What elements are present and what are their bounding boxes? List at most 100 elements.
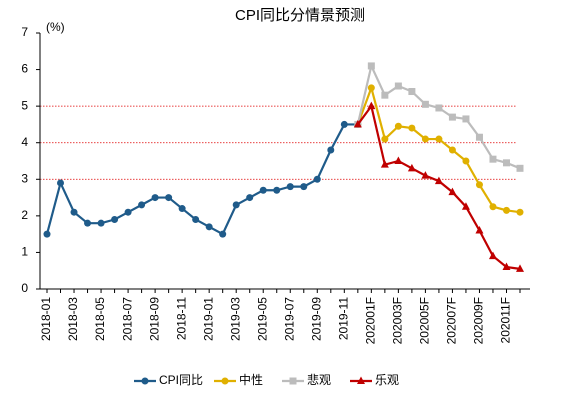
marker [221,377,229,385]
marker [475,133,483,141]
marker [421,171,430,179]
marker [192,216,200,224]
marker [381,135,389,143]
x-tick-label: 2018-07 [120,297,134,341]
marker [232,201,240,209]
x-tick-label: 2019-01 [201,297,215,341]
marker [327,146,335,154]
x-tick-label: 2019-11 [336,297,350,340]
marker [165,194,173,202]
legend-item: 中性 [214,372,263,387]
y-tick-label: 0 [21,281,28,295]
marker [367,62,375,70]
x-tick-label: 202007F [445,297,459,344]
marker [381,91,389,99]
marker [462,115,470,123]
marker [475,181,483,189]
chart-title: CPI同比分情景预测 [235,7,365,24]
marker [289,377,297,385]
legend-label: 中性 [239,372,263,387]
marker [408,88,416,96]
marker [435,135,443,143]
marker [367,84,375,92]
marker [394,122,402,130]
x-tick-label: 202003F [391,297,405,344]
marker [124,208,132,216]
marker [340,120,348,128]
marker [475,225,484,234]
marker [462,157,470,165]
legend-label: 乐观 [375,373,399,387]
legend-item: 乐观 [350,373,399,387]
marker [488,251,497,260]
marker [380,160,389,168]
y-tick-label: 7 [21,25,28,39]
marker [141,377,149,385]
y-tick-label: 3 [21,171,28,185]
marker [408,124,416,132]
y-tick-label: 1 [21,245,28,259]
marker [111,216,119,224]
marker [489,203,497,211]
legend-label: CPI同比 [159,373,203,387]
marker [286,183,294,191]
marker [516,164,524,172]
marker [246,194,254,202]
marker [502,206,510,214]
legend-item: 悲观 [282,372,331,387]
marker [448,187,457,196]
y-tick-label: 2 [21,208,28,222]
x-tick-label: 2019-09 [309,297,323,341]
marker [70,208,78,216]
marker [273,186,281,194]
marker [357,376,365,384]
marker [97,219,105,227]
legend-label: 悲观 [307,372,331,387]
marker [421,100,429,108]
y-unit: (%) [46,20,65,34]
marker [421,135,429,143]
marker [219,230,227,238]
x-tick-label: 2018-01 [39,297,53,341]
x-tick-label: 2018-05 [93,297,107,341]
marker [313,175,321,183]
marker [151,194,159,202]
x-tick-label: 2018-03 [66,297,80,341]
marker [516,264,524,272]
x-tick-label: 2019-07 [282,297,296,341]
marker [394,156,403,164]
x-tick-label: 202011F [499,297,513,343]
legend-item: CPI同比 [134,373,203,387]
marker [57,179,65,187]
y-tick-label: 5 [21,98,28,112]
x-tick-label: 2019-03 [228,297,242,341]
marker [84,219,92,227]
marker [448,113,456,121]
marker [489,155,497,163]
marker [138,201,146,209]
marker [353,119,362,128]
marker [178,205,186,213]
x-tick-label: 2019-05 [255,297,269,341]
x-tick-label: 202009F [472,297,486,344]
marker [367,101,376,110]
marker [205,223,213,231]
marker [502,159,510,167]
y-tick-label: 6 [21,62,28,76]
x-tick-label: 2018-09 [147,297,161,341]
marker [516,208,524,216]
marker [435,104,443,112]
marker [43,230,51,238]
marker [259,186,267,194]
marker [300,183,308,191]
x-tick-label: 202005F [418,297,432,344]
x-tick-label: 2018-11 [174,297,188,340]
marker [502,262,511,271]
marker [434,176,443,185]
marker [461,202,470,210]
marker [448,146,456,154]
marker [394,82,402,90]
x-tick-label: 202001F [364,297,378,344]
marker [407,163,416,172]
